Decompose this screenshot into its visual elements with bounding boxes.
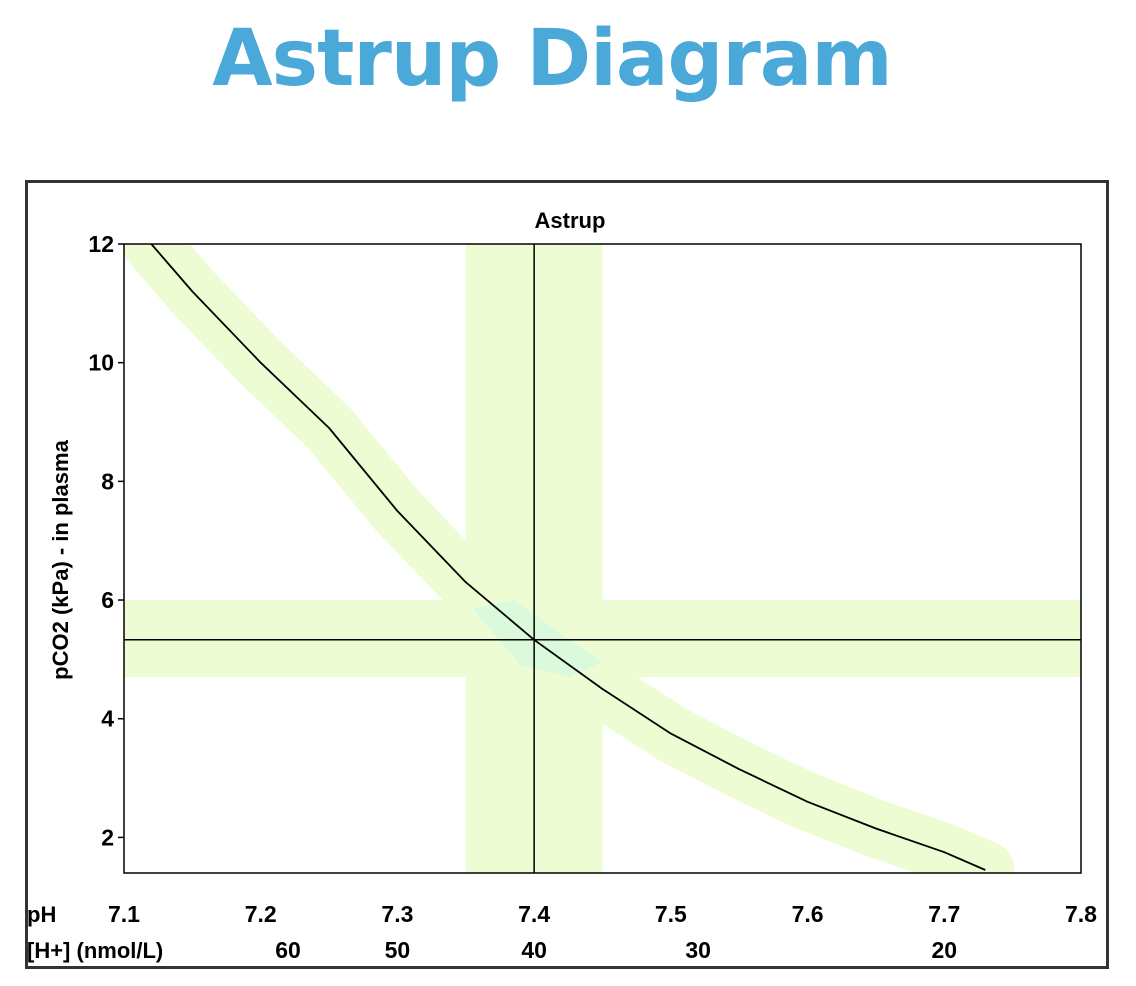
x-tick-label: 7.7 <box>928 901 960 927</box>
h-tick-label: 50 <box>385 937 411 963</box>
y-axis-label: pCO2 (kPa) - in plasma <box>48 439 73 679</box>
x-tick-label: 7.8 <box>1065 901 1097 927</box>
h-tick-label: 20 <box>931 937 957 963</box>
y-axis-ticks: 2 4 6 8 10 12 <box>88 231 124 850</box>
y-tick-label: 10 <box>88 350 114 376</box>
x-axis-label: pH <box>27 902 56 927</box>
x-tick-label: 7.1 <box>108 901 140 927</box>
x-tick-label: 7.2 <box>245 901 277 927</box>
x-tick-label: 7.4 <box>518 901 550 927</box>
y-tick-label: 6 <box>101 587 114 613</box>
y-tick-label: 8 <box>101 468 114 494</box>
curve-and-reference-lines <box>124 244 1081 873</box>
y-tick-label: 2 <box>101 824 114 850</box>
x-tick-label: 7.6 <box>792 901 824 927</box>
x-tick-label: 7.3 <box>381 901 413 927</box>
secondary-x-axis-label: [H+] (nmol/L) <box>27 938 163 963</box>
h-tick-label: 40 <box>521 937 547 963</box>
y-tick-label: 12 <box>88 231 114 257</box>
normal-overlap-region <box>472 600 603 678</box>
y-tick-label: 4 <box>101 706 114 732</box>
chart-title: Astrup <box>535 208 606 233</box>
h-tick-label: 60 <box>275 937 301 963</box>
buffer-curve <box>150 244 986 871</box>
plot-area <box>123 243 1082 874</box>
page-title: Astrup Diagram <box>212 14 892 104</box>
x-tick-label: 7.5 <box>655 901 687 927</box>
normal-range-bands <box>124 244 1081 873</box>
x-axis-ticks: 7.1 7.2 7.3 7.4 7.5 7.6 7.7 7.8 <box>108 901 1097 927</box>
h-tick-label: 30 <box>685 937 711 963</box>
h-concentration-ticks: 60 50 40 30 20 <box>275 937 957 963</box>
